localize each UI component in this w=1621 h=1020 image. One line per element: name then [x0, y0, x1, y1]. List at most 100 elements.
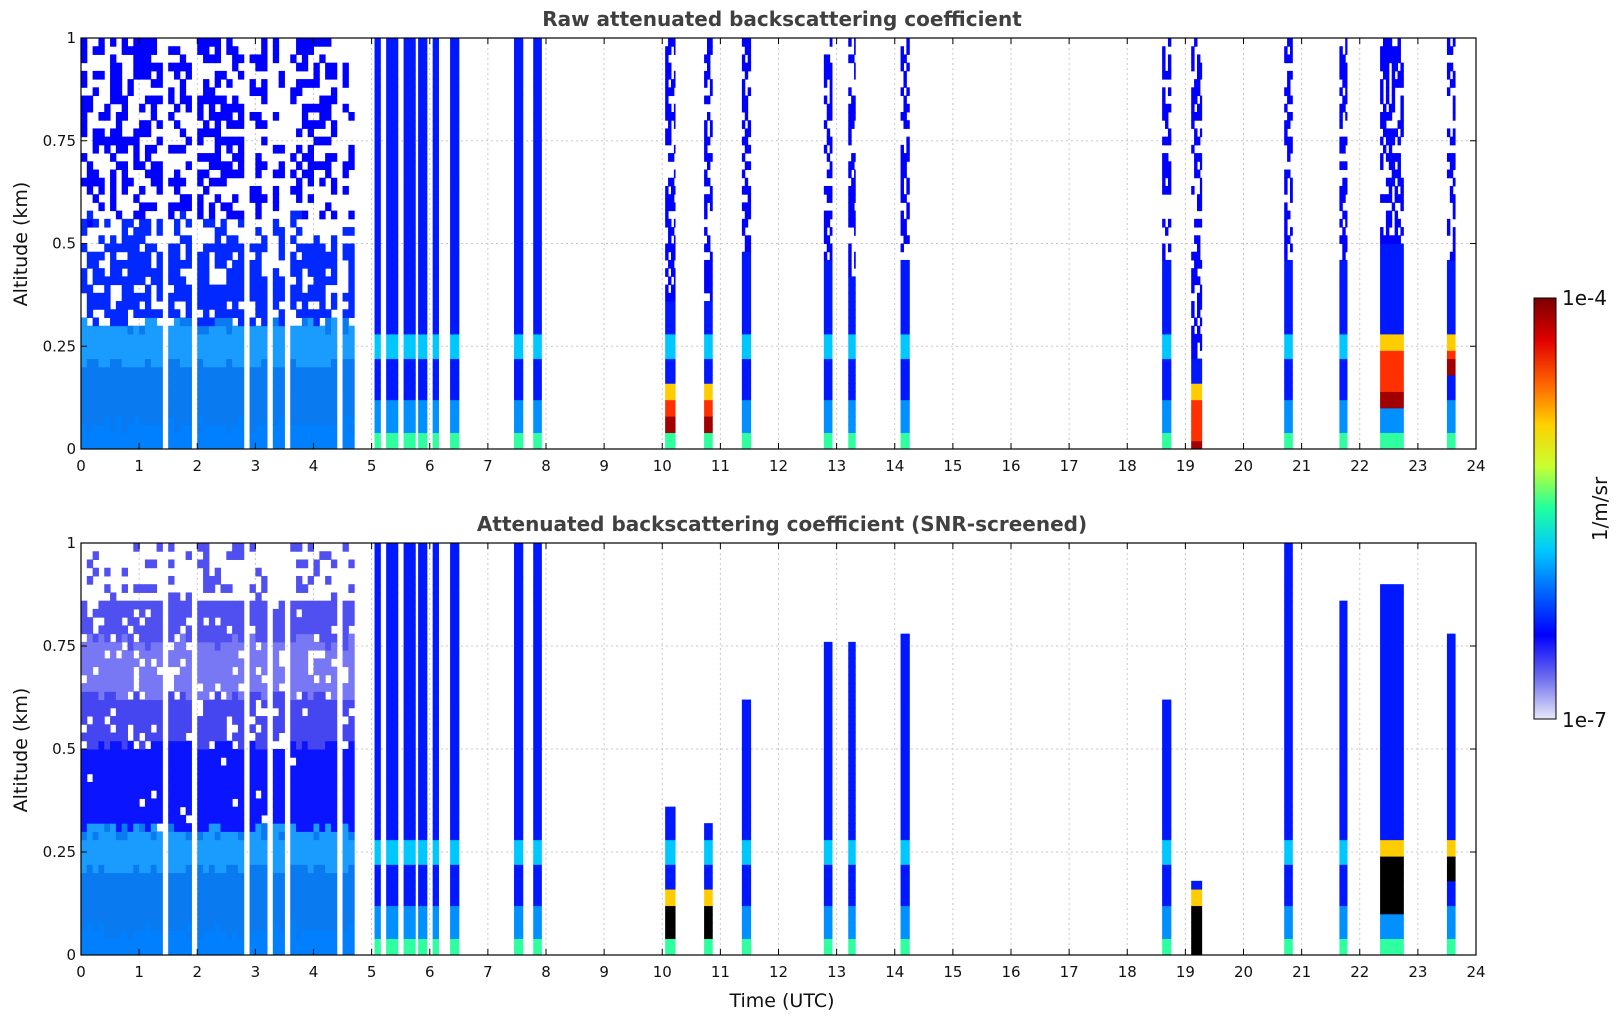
- heatmap-cell: [519, 144, 524, 154]
- heatmap-cell: [296, 358, 303, 368]
- heatmap-cell: [1394, 317, 1399, 327]
- heatmap-cell: [536, 153, 540, 162]
- heatmap-cell: [156, 658, 163, 668]
- heatmap-cell: [851, 210, 855, 220]
- heatmap-cell: [423, 136, 428, 146]
- heatmap-cell: [330, 128, 338, 138]
- heatmap-cell: [127, 781, 134, 791]
- heatmap-cell: [214, 177, 221, 187]
- heatmap-cell: [98, 905, 105, 915]
- heatmap-cell: [110, 391, 117, 401]
- heatmap-cell: [1397, 46, 1401, 55]
- heatmap-cell: [1194, 259, 1198, 269]
- heatmap-cell: [1380, 432, 1384, 442]
- heatmap-cell: [903, 333, 907, 343]
- cloud-profile: [386, 38, 399, 450]
- heatmap-cell: [325, 366, 332, 376]
- heatmap-cell: [406, 202, 410, 212]
- data-column: [115, 600, 123, 956]
- heatmap-cell: [848, 432, 852, 442]
- heatmap-cell: [144, 823, 152, 832]
- heatmap-cell: [144, 691, 152, 701]
- heatmap-cell: [709, 194, 713, 203]
- heatmap-cell: [144, 120, 152, 129]
- heatmap-cell: [1162, 268, 1166, 277]
- heatmap-cell: [150, 161, 158, 171]
- heatmap-cell: [174, 169, 181, 179]
- heatmap-cell: [232, 120, 239, 129]
- heatmap-cell: [156, 375, 163, 384]
- heatmap-cell: [1380, 358, 1384, 368]
- heatmap-cell: [747, 407, 752, 417]
- heatmap-cell: [232, 432, 239, 442]
- heatmap-cell: [156, 716, 163, 725]
- heatmap-cell: [450, 161, 454, 171]
- heatmap-cell: [1167, 243, 1172, 253]
- heatmap-cell: [823, 185, 828, 195]
- heatmap-cell: [704, 440, 708, 450]
- heatmap-cell: [539, 407, 542, 417]
- heatmap-cell: [1400, 95, 1404, 105]
- heatmap-cell: [232, 62, 239, 72]
- heatmap-cell: [455, 424, 460, 434]
- heatmap-cell: [906, 259, 910, 269]
- heatmap-cell: [747, 194, 752, 203]
- heatmap-cell: [406, 276, 410, 286]
- heatmap-cell: [133, 62, 140, 72]
- heatmap-cell: [296, 440, 303, 450]
- heatmap-cell: [418, 95, 422, 105]
- heatmap-cell: [92, 276, 99, 286]
- heatmap-cell: [386, 54, 390, 64]
- heatmap-cell: [1339, 161, 1343, 171]
- heatmap-cell: [514, 79, 518, 88]
- heatmap-cell: [272, 54, 280, 64]
- heatmap-cell: [516, 62, 521, 72]
- heatmap-cell: [854, 169, 856, 179]
- heatmap-cell: [208, 95, 216, 105]
- heatmap-cell: [86, 625, 94, 635]
- heatmap-cell: [829, 62, 833, 72]
- heatmap-cell: [412, 358, 416, 368]
- heatmap-cell: [121, 897, 128, 907]
- heatmap-cell: [1452, 251, 1456, 261]
- heatmap-cell: [249, 276, 256, 286]
- x-tick-label: 12: [769, 457, 788, 475]
- heatmap-cell: [301, 79, 309, 88]
- heatmap-cell: [533, 144, 537, 154]
- heatmap-cell: [514, 136, 518, 146]
- heatmap-cell: [826, 235, 831, 244]
- heatmap-cell: [1446, 366, 1451, 376]
- heatmap-cell: [709, 309, 713, 318]
- heatmap-cell: [1342, 95, 1346, 105]
- heatmap-cell: [127, 432, 134, 442]
- heatmap-cell: [533, 268, 537, 277]
- heatmap-cell: [296, 62, 303, 72]
- heatmap-cell: [1385, 218, 1390, 228]
- heatmap-cell: [301, 111, 309, 121]
- heatmap-cell: [150, 633, 158, 643]
- heatmap-cell: [516, 432, 521, 442]
- heatmap-cell: [374, 46, 378, 55]
- heatmap-cell: [1290, 284, 1293, 294]
- heatmap-cell: [1167, 218, 1172, 228]
- heatmap-cell: [668, 120, 672, 129]
- heatmap-cell: [435, 342, 439, 351]
- heatmap-cell: [115, 946, 123, 956]
- heatmap-cell: [848, 111, 852, 121]
- heatmap-cell: [156, 913, 163, 923]
- heatmap-cell: [533, 391, 537, 401]
- heatmap-cell: [854, 301, 856, 310]
- heatmap-cell: [121, 407, 128, 417]
- heatmap-cell: [127, 790, 134, 799]
- heatmap-cell: [673, 399, 676, 409]
- heatmap-cell: [854, 317, 856, 327]
- heatmap-cell: [665, 87, 669, 97]
- heatmap-cell: [249, 440, 256, 450]
- heatmap-cell: [1388, 325, 1393, 335]
- heatmap-cell: [848, 391, 852, 401]
- heatmap-cell: [412, 153, 416, 162]
- heatmap-cell: [536, 161, 540, 171]
- heatmap-cell: [450, 325, 454, 335]
- heatmap-cell: [1400, 407, 1404, 417]
- heatmap-cell: [237, 284, 245, 294]
